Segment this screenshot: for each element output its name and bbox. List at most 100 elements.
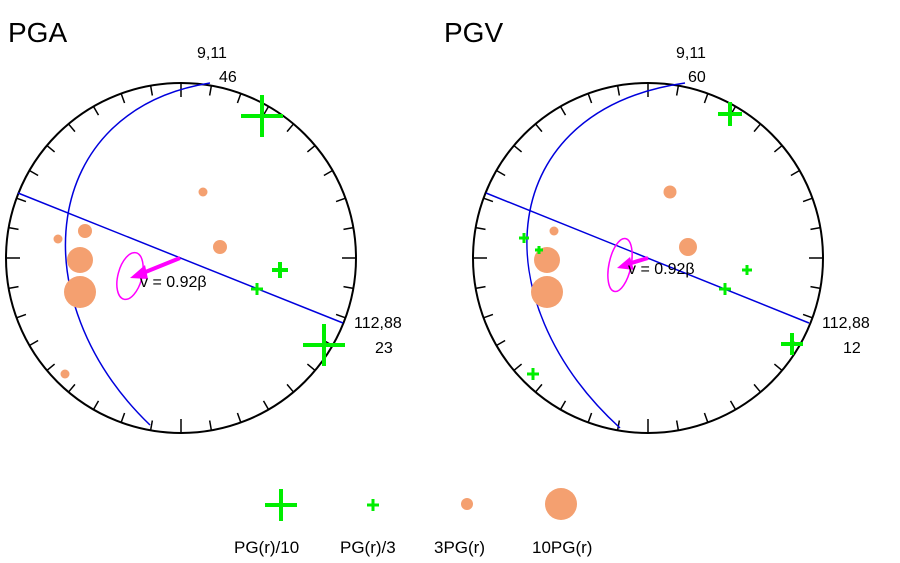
stereonet-tick [729, 400, 737, 410]
stereonet-tick [534, 123, 543, 133]
plus-marker [519, 233, 529, 243]
stereonet-ticks [473, 83, 823, 433]
nodal-plane-curve [526, 82, 686, 429]
stereonet-tick [8, 226, 19, 231]
plus-marker [535, 246, 543, 254]
stereonet-tick [29, 339, 39, 347]
stereonet-tick [335, 197, 346, 203]
plus-marker [719, 283, 731, 295]
stereonet-tick [496, 339, 506, 347]
stereonet-tick [587, 93, 593, 104]
stereonet-tick [29, 169, 39, 177]
stereonet-tick [67, 383, 76, 393]
plus-marker [527, 368, 539, 380]
stereonet-tick [343, 285, 354, 290]
stereonet-tick [587, 412, 593, 423]
stereonet-tick [753, 123, 762, 133]
stereonet-tick [286, 123, 295, 133]
nodal-plane-line [17, 192, 344, 324]
stereonet-tick [286, 383, 295, 393]
stereonet-tick [559, 400, 567, 410]
stereonet-tick [46, 144, 56, 153]
stereonet-tick [323, 169, 333, 177]
dot-marker [78, 224, 92, 238]
top-label-line1: 9,11 [676, 45, 706, 62]
plus-marker [241, 95, 283, 137]
stereonet-tick [703, 93, 709, 104]
stereonet-tick [675, 85, 680, 96]
plus-marker [272, 262, 288, 278]
stereonet-tick [483, 197, 494, 203]
stereonet-tick [534, 383, 543, 393]
legend-label: 3PG(r) [434, 538, 485, 557]
legend-label: PG(r)/3 [340, 538, 396, 557]
stereonet-tick [16, 313, 27, 319]
dot-marker [198, 187, 208, 197]
velocity-label: v = 0.92β [628, 261, 695, 278]
stereonet-tick [475, 226, 486, 231]
stereonet-tick [46, 363, 56, 372]
stereonet-tick [513, 363, 523, 372]
stereonet-tick [335, 313, 346, 319]
stereonet-tick [120, 412, 126, 423]
dot-marker [53, 234, 63, 244]
stereonet-tick [208, 420, 213, 431]
rupture-arrow-head [130, 265, 148, 279]
stereonet-tick [802, 197, 813, 203]
legend: PG(r)/10 PG(r)/3 3PG(r) 10PG(r) [234, 488, 592, 557]
stereonet-tick [120, 93, 126, 104]
stereonet-tick [616, 85, 621, 96]
stereonet-tick [149, 85, 154, 96]
dot-marker [531, 276, 563, 308]
stereonet-tick [496, 169, 506, 177]
right-label-line2: 12 [843, 340, 861, 357]
stereonet-tick [802, 313, 813, 319]
stereonet-tick [92, 400, 100, 410]
nodal-plane-curve [64, 82, 211, 426]
stereonet-tick [236, 93, 242, 104]
legend-plus-large-icon [265, 489, 297, 521]
plus-marker [718, 102, 742, 126]
legend-dot-large-icon [545, 488, 577, 520]
stereonet-tick [483, 313, 494, 319]
stereonet-tick [343, 226, 354, 231]
plus-marker [251, 283, 263, 295]
dot-marker [679, 238, 697, 256]
panel-title: PGV [444, 17, 503, 48]
stereonet-tick [703, 412, 709, 423]
panel-title: PGA [8, 17, 67, 48]
stereonet-tick [675, 420, 680, 431]
stereonet-tick [236, 412, 242, 423]
panel-pga: PGA v = 0.92β [5, 17, 402, 434]
stereonet [472, 82, 824, 434]
stereonet-tick [67, 123, 76, 133]
stereonet-tick [149, 420, 154, 431]
plus-marker [303, 324, 345, 366]
stereonet-tick [773, 144, 783, 153]
stereonet-tick [262, 400, 270, 410]
stereonet-tick [262, 106, 270, 116]
stereonet-tick [616, 420, 621, 431]
top-label-line2: 46 [219, 69, 237, 86]
legend-item: 3PG(r) [434, 498, 485, 557]
stereonet-tick [753, 383, 762, 393]
stereonet-tick [810, 285, 821, 290]
stereonet-tick [306, 144, 316, 153]
plus-marker [781, 333, 803, 355]
velocity-label: v = 0.92β [140, 274, 207, 291]
dot-marker [213, 240, 227, 254]
right-label-line1: 112,88 [354, 315, 402, 332]
stereonet-tick [16, 197, 27, 203]
dot-marker [64, 276, 96, 308]
panel-pgv: PGV [444, 17, 870, 434]
stereonet-tick [306, 363, 316, 372]
stereonet-tick [790, 169, 800, 177]
stereonet-tick [92, 106, 100, 116]
right-label-line2: 23 [375, 340, 393, 357]
legend-item: PG(r)/10 [234, 489, 299, 557]
stereonet-tick [8, 285, 19, 290]
stereonet-tick [208, 85, 213, 96]
legend-item: PG(r)/3 [340, 499, 396, 557]
legend-plus-small-icon [367, 499, 379, 511]
